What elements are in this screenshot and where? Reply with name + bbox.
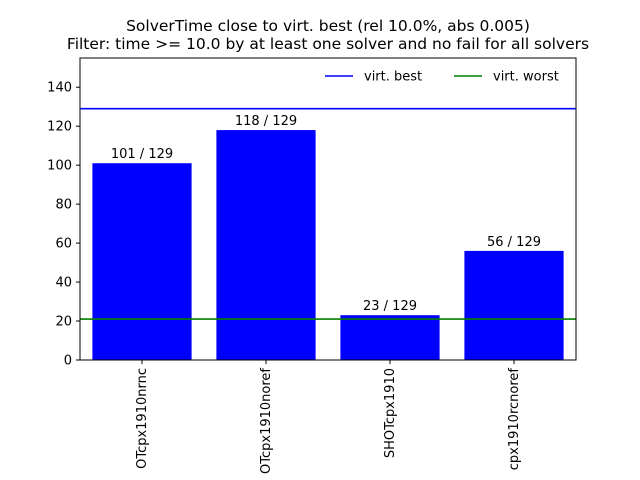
y-axis: 0 20 40 60 80 100 120 140 xyxy=(47,81,80,369)
bar-1 xyxy=(216,130,316,360)
bar-value-label-0: 101 / 129 xyxy=(111,147,173,162)
bar-value-label-3: 56 / 129 xyxy=(487,235,541,250)
bars-group xyxy=(92,130,564,360)
y-tick-label-7: 140 xyxy=(47,81,72,96)
x-tick-label-0: OTcpx1910nrnc xyxy=(135,368,150,469)
chart-title: SolverTime close to virt. best (rel 10.0… xyxy=(67,17,589,53)
plot-frame xyxy=(79,57,577,361)
chart-title-line-2: Filter: time >= 10.0 by at least one sol… xyxy=(67,35,589,53)
bar-2 xyxy=(340,315,440,360)
bar-value-label-1: 118 / 129 xyxy=(235,114,297,129)
x-tick-label-2: SHOTcpx1910 xyxy=(383,368,398,458)
y-tick-label-1: 20 xyxy=(55,315,72,330)
x-tick-label-3: cpx1910rcnoref xyxy=(507,368,522,471)
x-axis: OTcpx1910nrnc OTcpx1910noref SHOTcpx1910 cp… xyxy=(135,360,522,474)
bar-value-label-2: 23 / 129 xyxy=(363,299,417,314)
x-tick-label-1: OTcpx1910noref xyxy=(259,368,274,474)
legend-label-1: virt. worst xyxy=(493,70,559,85)
bar-3 xyxy=(464,250,564,360)
y-tick-label-6: 120 xyxy=(47,120,72,135)
legend-label-0: virt. best xyxy=(364,70,422,85)
y-tick-label-4: 80 xyxy=(55,198,72,213)
y-tick-label-0: 0 xyxy=(64,354,72,369)
bar-labels-group: 101 / 129 118 / 129 23 / 129 56 / 129 xyxy=(111,114,541,314)
bar-0 xyxy=(92,163,192,360)
y-tick-label-3: 60 xyxy=(55,237,72,252)
legend: virt. best virt. worst xyxy=(325,70,559,85)
chart-title-line-1: SolverTime close to virt. best (rel 10.0… xyxy=(126,17,530,35)
y-tick-label-5: 100 xyxy=(47,159,72,174)
reference-lines-group xyxy=(80,107,576,320)
y-tick-label-2: 40 xyxy=(55,276,72,291)
